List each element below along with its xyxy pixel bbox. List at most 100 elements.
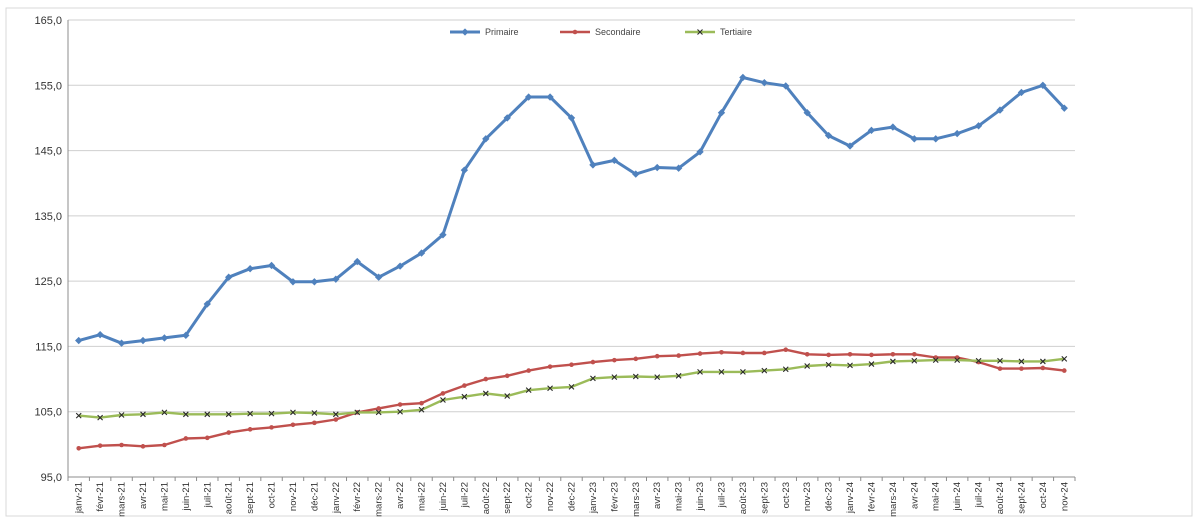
data-point — [932, 357, 939, 364]
x-tick-label: févr-22 — [352, 482, 363, 512]
data-point — [311, 410, 318, 416]
data-point — [483, 376, 489, 382]
data-point — [397, 402, 403, 407]
x-tick-label: nov-23 — [802, 482, 813, 511]
data-point — [182, 331, 190, 340]
legend: Primaire Secondaire Tertiaire — [450, 27, 752, 37]
data-point — [139, 336, 147, 345]
series-tertiaire — [75, 355, 1068, 421]
data-point — [719, 350, 724, 355]
data-point — [632, 373, 639, 380]
data-point — [847, 362, 853, 369]
x-tick-label: sept-24 — [1016, 482, 1027, 514]
y-tick-label: 145,0 — [34, 146, 62, 158]
y-tick-label: 165,0 — [34, 15, 62, 27]
data-point — [762, 350, 767, 356]
data-point — [204, 435, 210, 441]
data-point — [783, 347, 789, 352]
x-tick-label: déc-23 — [824, 482, 835, 511]
data-point — [97, 443, 103, 448]
data-point — [825, 361, 832, 368]
data-point — [568, 384, 575, 390]
x-tick-label: mars-24 — [888, 482, 899, 517]
data-point — [290, 409, 296, 416]
data-point — [375, 409, 382, 416]
x-tick-label: mai-22 — [417, 482, 428, 511]
x-tick-label: nov-22 — [545, 482, 556, 511]
x-tick-label: juin-22 — [438, 482, 449, 512]
data-point — [676, 353, 681, 358]
x-tick-label: juil-23 — [716, 482, 727, 508]
y-tick-label: 135,0 — [34, 211, 62, 223]
axes: 95,0 105,0 115,0 125,0 135,0 145,0 155,0 165,0 j… — [34, 15, 1076, 517]
x-tick-label: sept-21 — [245, 482, 256, 514]
data-point — [504, 393, 511, 399]
data-point — [118, 412, 125, 418]
data-point — [183, 436, 189, 441]
data-point — [590, 359, 596, 365]
y-tick-label: 125,0 — [34, 276, 62, 288]
data-point — [140, 444, 146, 449]
data-point — [547, 364, 553, 369]
y-tick-label: 115,0 — [35, 341, 62, 353]
data-point — [332, 275, 340, 283]
data-point — [268, 410, 275, 417]
data-point — [226, 430, 231, 435]
data-point — [332, 411, 339, 418]
x-tick-label: oct-24 — [1038, 482, 1049, 508]
data-point — [997, 366, 1003, 371]
series — [75, 73, 1068, 451]
data-point — [890, 351, 896, 357]
x-tick-label: oct-22 — [524, 482, 535, 508]
data-point — [653, 163, 661, 172]
x-tick-label: déc-22 — [567, 482, 578, 511]
data-point — [526, 368, 531, 373]
data-point — [1040, 365, 1046, 371]
data-point — [547, 385, 553, 392]
data-point — [654, 353, 660, 359]
x-tick-label: oct-21 — [267, 482, 278, 508]
data-point — [1018, 358, 1025, 365]
legend-item-tertiaire: Tertiaire — [685, 27, 752, 37]
data-point — [612, 357, 617, 363]
data-point — [525, 387, 532, 394]
data-point — [911, 357, 918, 364]
data-point — [804, 351, 810, 357]
data-point — [119, 442, 124, 448]
data-point — [718, 369, 725, 375]
x-tick-label: mars-22 — [374, 482, 385, 517]
x-tick-label: févr-23 — [609, 482, 620, 512]
data-point — [482, 390, 489, 397]
data-point — [761, 367, 768, 374]
x-tick-label: févr-21 — [95, 482, 106, 512]
circle-marker-icon — [572, 29, 578, 35]
data-point — [333, 417, 339, 422]
data-point — [997, 357, 1003, 364]
x-tick-label: mars-21 — [117, 482, 128, 517]
data-point — [312, 420, 317, 426]
data-point — [440, 397, 446, 403]
data-point — [504, 373, 510, 379]
data-point — [460, 166, 469, 174]
data-point — [633, 356, 639, 362]
data-point — [225, 273, 233, 281]
data-point — [97, 414, 104, 421]
data-point — [396, 262, 404, 270]
x-tick-label: août-22 — [481, 482, 492, 514]
data-point — [632, 170, 640, 178]
data-point — [247, 410, 254, 417]
legend-label: Primaire — [485, 27, 519, 37]
data-point — [376, 406, 381, 411]
data-point — [1019, 366, 1024, 371]
data-point — [419, 400, 424, 406]
x-tick-label: juin-24 — [952, 482, 963, 512]
data-point — [674, 164, 683, 172]
legend-label: Secondaire — [595, 27, 641, 37]
chart-area-border — [5, 7, 1193, 517]
data-point — [846, 142, 854, 150]
x-tick-label: mai-24 — [931, 482, 942, 511]
data-point — [869, 352, 874, 358]
data-point — [932, 135, 940, 143]
data-point — [96, 331, 104, 339]
